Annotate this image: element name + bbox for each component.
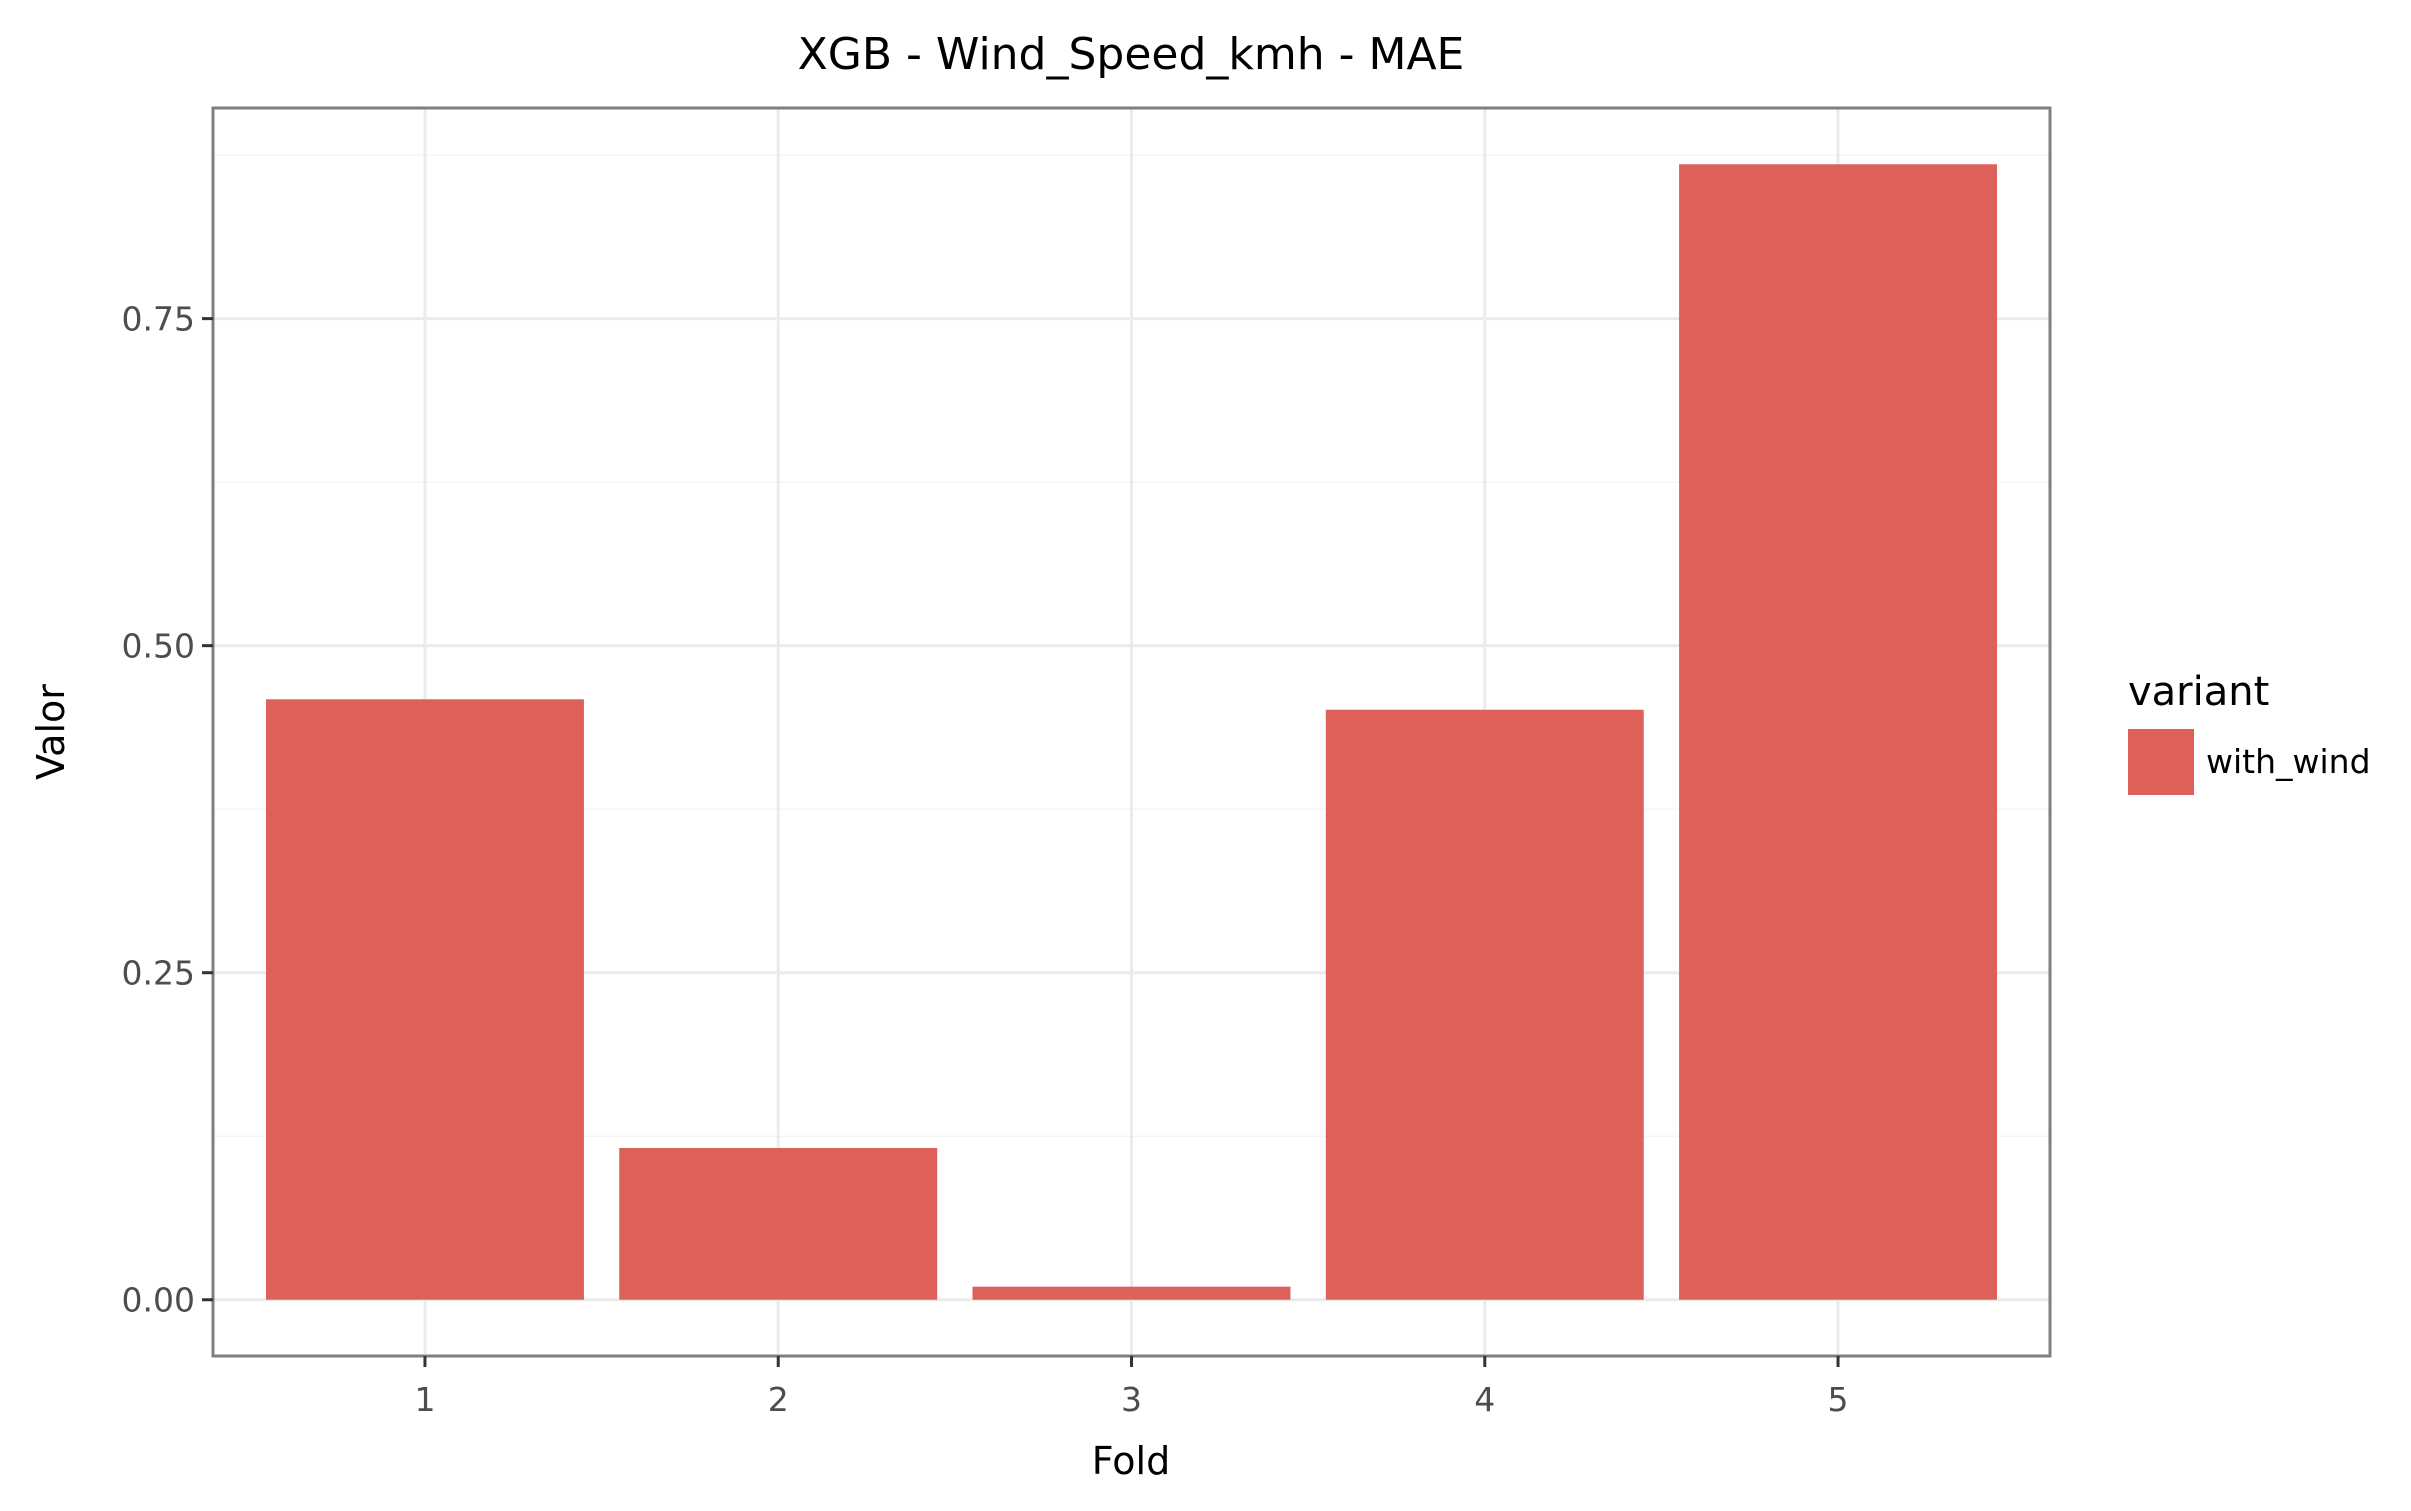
x-tick-label: 3 <box>1121 1380 1142 1419</box>
legend-key <box>2128 729 2194 795</box>
x-tick-label: 4 <box>1474 1380 1495 1419</box>
bar-fold-5 <box>1679 164 1998 1300</box>
x-axis: 1 2 3 4 5 <box>414 1356 1849 1419</box>
legend-items: with_wind <box>2128 729 2371 795</box>
x-tick-label: 1 <box>414 1380 435 1419</box>
legend-title: variant <box>2128 669 2269 715</box>
x-tick-label: 2 <box>768 1380 789 1419</box>
bar-fold-1 <box>265 699 584 1300</box>
y-axis: 0.00 0.25 0.50 0.75 <box>122 300 213 1320</box>
legend: variant with_wind <box>2128 669 2371 795</box>
chart-title: XGB - Wind_Speed_kmh - MAE <box>798 29 1465 80</box>
legend-label: with_wind <box>2206 742 2371 781</box>
y-tick-label: 0.50 <box>122 627 195 666</box>
x-axis-title: Fold <box>1092 1439 1170 1483</box>
y-tick-label: 0.75 <box>122 300 195 339</box>
bar-fold-3 <box>972 1286 1291 1300</box>
x-tick-label: 5 <box>1828 1380 1849 1419</box>
bars <box>265 164 1998 1300</box>
y-tick-label: 0.00 <box>122 1281 195 1320</box>
bar-fold-2 <box>619 1148 938 1300</box>
bar-fold-4 <box>1325 709 1644 1300</box>
y-axis-title: Valor <box>29 684 73 780</box>
y-tick-label: 0.25 <box>122 954 195 993</box>
